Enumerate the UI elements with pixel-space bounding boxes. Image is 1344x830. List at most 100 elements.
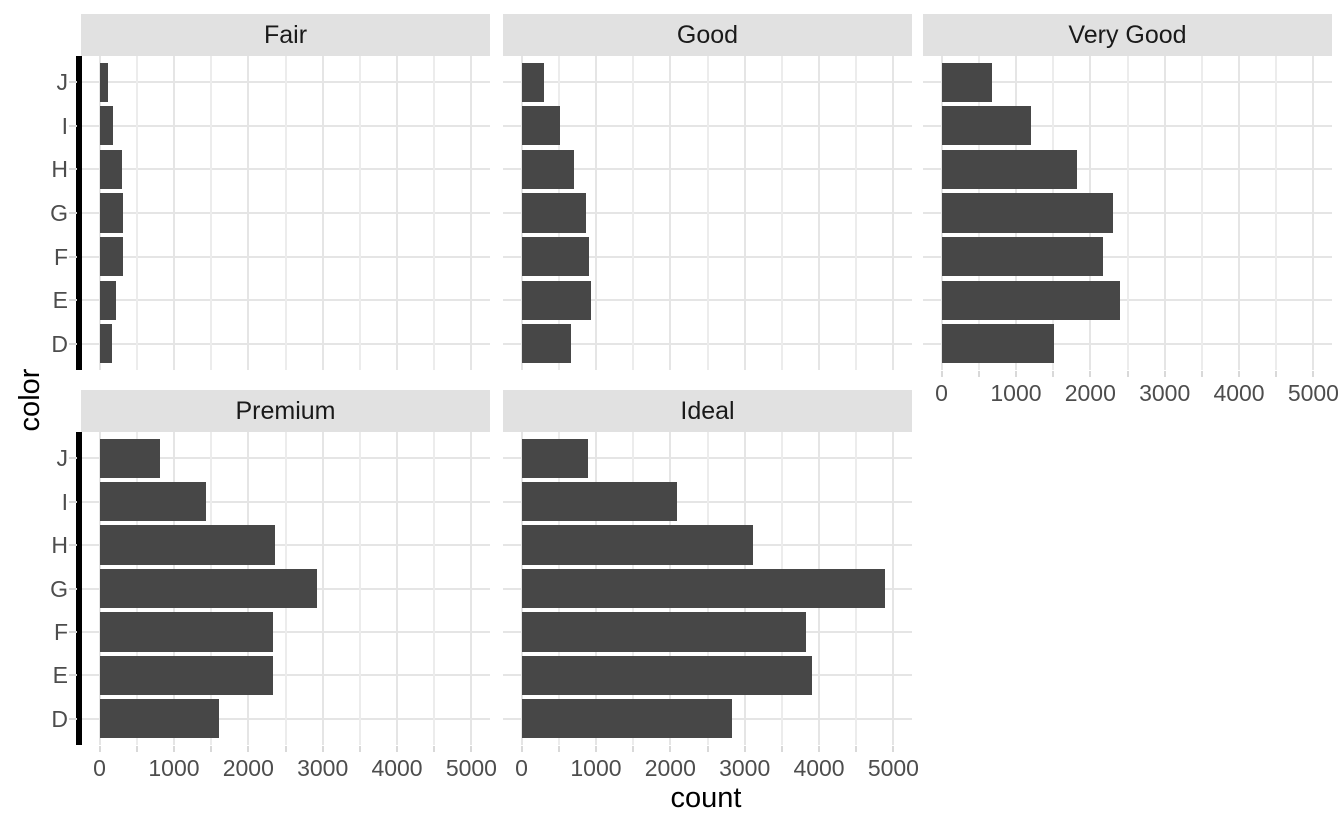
bar-fair-G xyxy=(99,193,123,233)
y-tick-label-E: E xyxy=(52,287,68,314)
bar-good-I xyxy=(521,106,561,146)
y-axis-tick xyxy=(69,81,77,84)
bar-ideal-I xyxy=(521,481,678,522)
bar-ideal-E xyxy=(521,655,812,695)
y-axis-tick xyxy=(69,630,77,633)
x-axis-tick xyxy=(1126,371,1129,377)
y-tick-label-H: H xyxy=(51,532,68,559)
gridline-x-minor xyxy=(1275,56,1278,370)
bar-ideal-G xyxy=(521,568,885,609)
x-axis-tick xyxy=(98,746,101,752)
x-axis-tick xyxy=(135,746,138,752)
facet-strip-fair: Fair xyxy=(81,14,490,56)
y-axis-tick xyxy=(69,299,77,302)
bar-premium-E xyxy=(99,655,274,695)
gridline-x-minor xyxy=(358,56,361,370)
bar-good-D xyxy=(521,324,571,364)
x-axis-title: count xyxy=(670,782,742,814)
y-axis-tick xyxy=(69,457,77,460)
y-tick-label-J: J xyxy=(56,445,69,472)
y-axis-tick xyxy=(69,212,77,214)
y-axis-tick xyxy=(69,124,77,127)
bar-fair-I xyxy=(99,106,113,146)
gridline-x-major xyxy=(321,432,324,745)
x-axis-tick xyxy=(210,746,213,752)
y-tick-label-G: G xyxy=(50,575,68,602)
bar-fair-F xyxy=(99,236,123,277)
y-axis-tick xyxy=(69,674,77,677)
bar-premium-J xyxy=(99,438,160,478)
y-axis-line xyxy=(76,56,82,370)
x-axis-tick xyxy=(977,371,980,377)
y-tick-label-D: D xyxy=(51,705,68,732)
x-axis-tick xyxy=(818,746,821,752)
gridline-x-minor xyxy=(780,56,783,370)
y-axis-tick xyxy=(69,168,77,171)
y-axis-tick xyxy=(69,342,77,345)
gridline-x-major xyxy=(892,432,895,745)
x-axis-tick xyxy=(632,746,635,752)
x-axis-tick xyxy=(321,746,324,752)
bar-premium-H xyxy=(99,525,276,565)
x-axis-tick xyxy=(358,746,361,752)
y-tick-label-F: F xyxy=(53,618,68,645)
x-tick-label-very-good-3000: 3000 xyxy=(1139,380,1191,406)
bar-premium-F xyxy=(99,612,273,652)
x-tick-label-premium-0: 0 xyxy=(93,755,106,781)
gridline-x-major xyxy=(396,56,399,370)
x-tick-label-ideal-4000: 4000 xyxy=(793,755,845,781)
gridline-x-major xyxy=(892,56,895,370)
gridline-x-minor xyxy=(433,56,436,370)
facet-strip-label: Premium xyxy=(235,396,336,425)
facet-strip-label: Good xyxy=(676,20,739,49)
bar-very-good-J xyxy=(941,62,992,102)
x-axis-tick xyxy=(247,746,250,752)
gridline-x-minor xyxy=(1200,56,1203,370)
y-axis-tick xyxy=(69,255,77,258)
bar-ideal-H xyxy=(521,525,754,565)
bar-good-F xyxy=(521,236,590,277)
x-axis-tick xyxy=(855,746,858,752)
x-axis-tick xyxy=(892,746,895,752)
gridline-x-minor xyxy=(632,56,635,370)
bar-good-E xyxy=(521,280,591,320)
bar-very-good-H xyxy=(941,149,1078,189)
gridline-x-minor xyxy=(855,56,858,370)
y-axis-tick xyxy=(69,500,77,503)
x-axis-tick xyxy=(1089,371,1092,377)
x-tick-label-premium-2000: 2000 xyxy=(222,755,274,781)
gridline-x-minor xyxy=(284,56,287,370)
bar-very-good-D xyxy=(941,324,1055,364)
x-axis-tick xyxy=(172,746,175,752)
gridline-x-major xyxy=(470,56,473,370)
x-axis-tick xyxy=(1014,371,1017,377)
bar-good-G xyxy=(521,193,587,233)
bar-premium-I xyxy=(99,481,206,522)
bar-ideal-J xyxy=(521,438,589,478)
x-axis-tick xyxy=(396,746,399,752)
facet-strip-premium: Premium xyxy=(81,390,490,432)
x-axis-tick xyxy=(557,746,560,752)
facet-strip-very-good: Very Good xyxy=(923,14,1332,56)
y-tick-label-J: J xyxy=(56,69,69,96)
bar-fair-J xyxy=(99,62,109,102)
x-axis-tick xyxy=(1275,371,1278,377)
y-axis-tick xyxy=(69,587,77,590)
bar-very-good-E xyxy=(941,280,1121,320)
gridline-x-major xyxy=(1163,56,1166,370)
x-tick-label-ideal-0: 0 xyxy=(515,755,528,781)
y-axis-tick xyxy=(69,717,77,720)
gridline-x-minor xyxy=(135,56,138,370)
bar-very-good-F xyxy=(941,236,1103,277)
gridline-x-minor xyxy=(433,432,436,745)
x-axis-tick xyxy=(470,746,473,752)
x-tick-label-premium-1000: 1000 xyxy=(148,755,200,781)
gridline-x-major xyxy=(247,56,250,370)
x-tick-label-very-good-5000: 5000 xyxy=(1287,380,1339,406)
bar-good-J xyxy=(521,62,545,102)
x-axis-tick xyxy=(1312,371,1315,377)
facet-strip-good: Good xyxy=(503,14,912,56)
bar-very-good-I xyxy=(941,106,1032,146)
gridline-x-major xyxy=(172,56,175,370)
gridline-x-minor xyxy=(210,56,213,370)
